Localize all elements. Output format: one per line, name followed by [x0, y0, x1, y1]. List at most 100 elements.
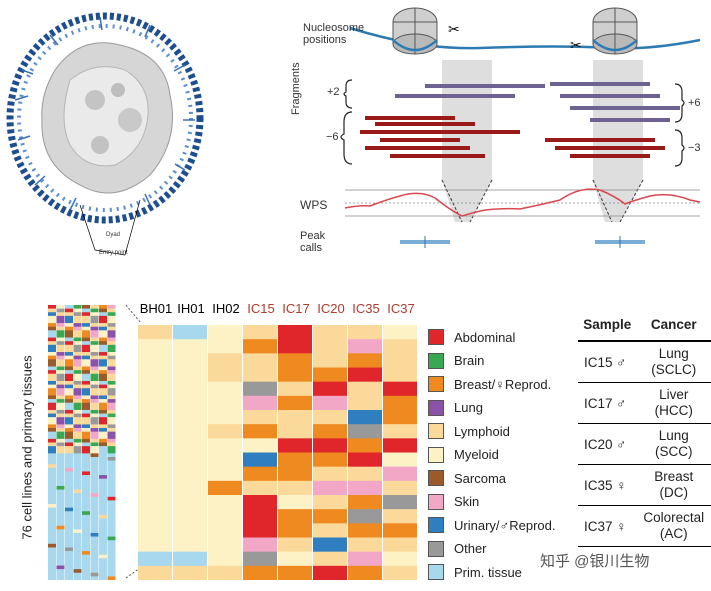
mini-heatmap-cell: [56, 576, 65, 580]
mini-heatmap-cell: [107, 388, 116, 393]
mini-heatmap-cell: [90, 312, 99, 317]
mini-heatmap-cell: [65, 326, 73, 331]
heatmap-cell: [138, 395, 172, 411]
mini-heatmap-cell: [56, 558, 65, 563]
heatmap-cell: [278, 367, 312, 383]
mini-heatmap-cell: [90, 330, 99, 335]
mini-heatmap-cell: [99, 312, 107, 317]
column-header-ic35: IC35: [352, 301, 380, 316]
mini-heatmap-cell: [65, 518, 73, 523]
mini-heatmap-cell: [107, 315, 116, 320]
heatmap-cell: [313, 480, 347, 496]
mini-heatmap-cell: [90, 402, 99, 407]
mini-heatmap-cell: [82, 547, 90, 552]
mini-heatmap-cell: [56, 489, 65, 494]
mini-heatmap-cell: [90, 337, 99, 342]
mini-heatmap-cell: [56, 507, 65, 512]
mini-heatmap-cell: [48, 305, 56, 309]
mini-heatmap-cell: [90, 478, 99, 483]
mini-heatmap-cell: [90, 420, 99, 425]
mini-heatmap-cell: [107, 504, 116, 508]
mini-heatmap-cell: [56, 511, 65, 516]
mini-heatmap-cell: [56, 326, 65, 331]
mini-heatmap-cell: [73, 326, 82, 331]
heatmap-cell: [208, 367, 242, 383]
mini-heatmap-cell: [56, 446, 65, 451]
heatmap-cell: [208, 565, 242, 580]
heatmap-cell: [348, 551, 382, 567]
heatmap-cell: [173, 339, 207, 354]
heatmap-cell: [313, 381, 347, 397]
legend-item: Myeloid: [428, 446, 499, 464]
mini-heatmap-cell: [82, 529, 90, 534]
mini-heatmap-cell: [90, 464, 99, 469]
mini-heatmap-cell: [48, 388, 56, 393]
mini-heatmap-cell: [65, 366, 73, 371]
nucleosome-label-line2: positions: [303, 34, 347, 46]
mini-heatmap-cell: [48, 377, 56, 382]
mini-heatmap-cell: [99, 308, 107, 313]
heatmap-cell: [313, 466, 347, 482]
mini-heatmap-cell: [65, 417, 73, 422]
mini-heatmap-cell: [99, 377, 107, 382]
heatmap-cell: [383, 339, 417, 354]
dyad-label: Dyad: [106, 232, 121, 238]
mini-heatmap-cell: [65, 380, 73, 385]
mini-heatmap-cell: [56, 370, 65, 375]
mini-heatmap-cell: [99, 388, 107, 393]
mini-heatmap-cell: [56, 308, 65, 313]
mini-heatmap-cell: [107, 409, 116, 414]
mini-heatmap-cell: [56, 572, 65, 577]
heatmap-cell: [313, 438, 347, 453]
mini-heatmap-cell: [82, 373, 90, 378]
mini-heatmap-cell: [65, 449, 73, 454]
mini-heatmap-cell: [65, 308, 73, 313]
mini-heatmap-cell: [56, 362, 65, 367]
mini-heatmap-cell: [73, 330, 82, 335]
heatmap-cell: [208, 452, 242, 468]
mini-heatmap-cell: [90, 326, 99, 331]
legend-label: Sarcoma: [454, 470, 507, 486]
heatmap-cell: [383, 424, 417, 439]
mini-heatmap-cell: [82, 453, 90, 458]
heatmap-cell: [348, 367, 382, 383]
mini-heatmap-cell: [73, 514, 82, 519]
mini-heatmap-cell: [90, 384, 99, 389]
mini-heatmap-cell: [56, 359, 65, 364]
mini-heatmap-cell: [107, 496, 116, 501]
mini-heatmap-cell: [56, 352, 65, 356]
mini-heatmap-cell: [48, 323, 56, 328]
table-row: IC37 ♀ Colorectal (AC): [578, 505, 711, 547]
mini-heatmap-cell: [90, 370, 99, 375]
heatmap-cell: [383, 410, 417, 425]
mini-heatmap-cell: [56, 377, 65, 382]
mini-heatmap-cell: [56, 366, 65, 371]
mini-heatmap-cell: [65, 446, 73, 451]
mini-heatmap-cell: [56, 482, 65, 487]
mini-heatmap-cell: [73, 305, 82, 309]
mini-heatmap-cell: [82, 337, 90, 342]
mini-heatmap-cell: [65, 540, 73, 545]
heatmap-cell: [243, 424, 277, 439]
heatmap-cell: [208, 339, 242, 354]
mini-heatmap-cell: [82, 323, 90, 328]
heatmap-cell: [243, 367, 277, 383]
mini-heatmap-cell: [73, 572, 82, 577]
cancer-cell: Lung (SCLC): [636, 341, 711, 383]
heatmap-cell: [243, 325, 277, 340]
mini-heatmap-cell: [107, 576, 116, 580]
mini-heatmap-cell: [82, 348, 90, 353]
mini-heatmap-cell: [99, 482, 107, 487]
cancer-subtype: (HCC): [654, 403, 693, 418]
heatmap-cell: [313, 424, 347, 439]
mini-heatmap-cell: [48, 384, 56, 389]
mini-heatmap-cell: [73, 464, 82, 469]
mini-heatmap-cell: [99, 326, 107, 331]
heatmap-cell: [313, 367, 347, 383]
heatmap-cell: [313, 523, 347, 538]
cancer-cell: Liver (HCC): [636, 382, 711, 424]
mini-heatmap-cell: [90, 525, 99, 530]
mini-heatmap: [48, 305, 116, 580]
mini-heatmap-cell: [107, 330, 116, 335]
mini-heatmap-cell: [82, 366, 90, 371]
